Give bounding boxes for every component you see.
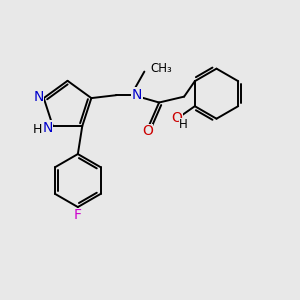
Text: H: H [179,118,188,131]
Text: N: N [42,121,53,135]
Text: H: H [33,123,42,136]
Text: O: O [142,124,153,138]
Text: N: N [33,90,43,104]
Text: N: N [132,88,142,102]
Text: F: F [74,208,82,222]
Text: O: O [171,111,182,125]
Text: CH₃: CH₃ [151,62,172,75]
